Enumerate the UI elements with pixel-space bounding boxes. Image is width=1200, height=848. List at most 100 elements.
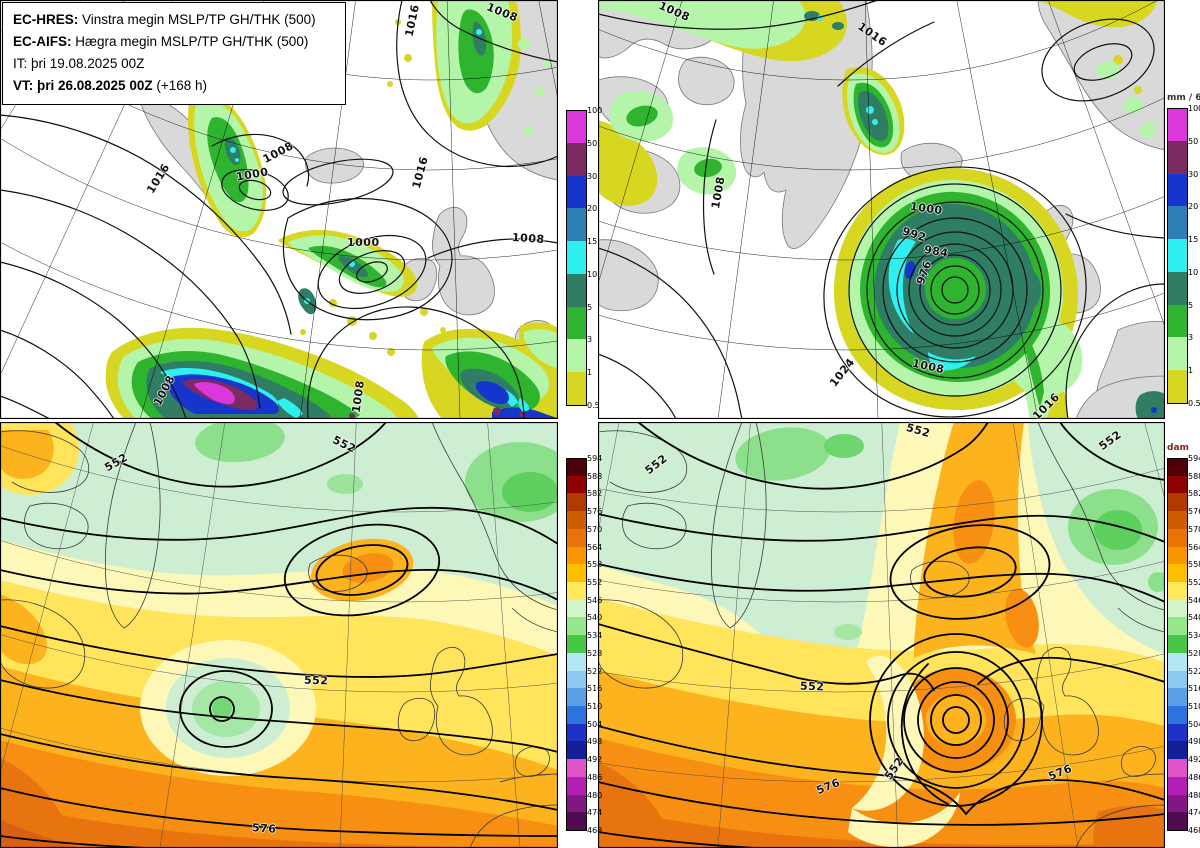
labrador-coast bbox=[598, 239, 659, 312]
colorbar-tick-label: 534 bbox=[587, 631, 603, 641]
colorbar-tick-label: 540 bbox=[1188, 613, 1200, 623]
colorbar-tick-label: 564 bbox=[1188, 542, 1200, 552]
map-bottom-left bbox=[0, 422, 558, 848]
colorbar-box bbox=[566, 617, 587, 637]
map-panel-bottom-right-gh-thk-aifs: 552 552 552 552 552 576 576 bbox=[598, 422, 1165, 848]
colorbar-tick-label: 1 bbox=[1188, 366, 1194, 376]
graticule-layer bbox=[0, 0, 558, 419]
colorbar-tick-label: 492 bbox=[1188, 755, 1200, 765]
colorbar-box bbox=[1167, 759, 1188, 778]
colorbar-tick-label: 570 bbox=[587, 524, 603, 534]
colorbar-box bbox=[566, 670, 587, 690]
colorbar-tick-label: 0.5 bbox=[1188, 399, 1200, 408]
colorbar-box bbox=[1167, 475, 1188, 495]
colorbar-box bbox=[566, 241, 587, 275]
colorbar-box bbox=[566, 812, 587, 831]
colorbar-tick-label: 5 bbox=[587, 302, 593, 312]
map-panel-top-right-mslp-tp-aifs: 1008 1016 1008 1000 992 984 976 1008 1024 1016 bbox=[598, 0, 1165, 419]
panel-gap-horizontal bbox=[0, 419, 1200, 422]
colorbar-tick-label: 558 bbox=[587, 560, 603, 570]
isobar-layer bbox=[0, 0, 558, 419]
map-bottom-right bbox=[598, 422, 1165, 848]
colorbar-tick-label: 546 bbox=[1188, 595, 1200, 605]
height-field-layer bbox=[0, 422, 558, 848]
ireland-outline bbox=[1003, 697, 1042, 742]
title-line-3: IT: þri 19.08.2025 00Z bbox=[13, 56, 145, 71]
colorbar-tick-label: 20 bbox=[1188, 202, 1199, 212]
colorbar-tick-label: 498 bbox=[587, 737, 603, 747]
colorbar-tick-label: 582 bbox=[587, 489, 603, 499]
colorbar-tick-label: 3 bbox=[587, 335, 593, 345]
colorbar-box bbox=[1167, 528, 1188, 548]
greenland-outline bbox=[710, 422, 767, 629]
colorbar-box bbox=[566, 652, 587, 672]
colorbar-box bbox=[1167, 688, 1188, 707]
colorbar-box bbox=[1167, 271, 1188, 306]
colorbar-box bbox=[1167, 652, 1188, 672]
colorbar-tick-label: 50 bbox=[587, 138, 598, 148]
iceland-outline bbox=[308, 554, 368, 592]
colorbar-tick-label: 510 bbox=[1188, 702, 1200, 711]
scandinavia-outline bbox=[1037, 422, 1165, 611]
colorbar-box bbox=[1167, 370, 1188, 404]
colorbar-box bbox=[1167, 304, 1188, 339]
colorbar-box bbox=[566, 759, 587, 778]
colorbar-tick-label: 100 bbox=[587, 106, 603, 115]
map-panel-bottom-left-gh-thk-hres: 552 552 552 576 bbox=[0, 422, 558, 848]
iceland-coast bbox=[305, 147, 365, 184]
colorbar-box bbox=[566, 511, 587, 530]
colorbar-box bbox=[1167, 493, 1188, 513]
colorbar-tick-label: 15 bbox=[1188, 235, 1199, 245]
colorbar-box bbox=[566, 475, 587, 495]
coastline-layer bbox=[598, 422, 1165, 848]
colorbar-tick-label: 546 bbox=[587, 595, 603, 605]
colorbar-box bbox=[566, 688, 587, 707]
height-unit-label: dam bbox=[1167, 443, 1189, 453]
colorbar-box bbox=[1167, 776, 1188, 796]
colorbar-tick-label: 10 bbox=[587, 269, 598, 279]
colorbar-box bbox=[1167, 670, 1188, 690]
scandinavia-outline bbox=[431, 422, 558, 611]
height-colorbar: dam594 588 582 576 570 564 558 552 546 540 534 528 5… bbox=[1167, 443, 1200, 835]
colorbar-tick-label: 534 bbox=[1188, 631, 1200, 641]
precip-colorbar: mm / 6h100 50 30 20 15 10 5 3 1 0.5 bbox=[1167, 93, 1200, 408]
colorbar-tick-label: 516 bbox=[587, 684, 603, 694]
colorbar-tick-label: 480 bbox=[587, 790, 603, 800]
colorbar-box bbox=[566, 142, 587, 177]
colorbar-tick-label: 5 bbox=[1188, 300, 1194, 310]
colorbar-tick-label: 540 bbox=[587, 613, 603, 623]
graticule-layer bbox=[0, 422, 558, 848]
colorbar-tick-label: 516 bbox=[1188, 684, 1200, 694]
colorbar-tick-label: 10 bbox=[1188, 267, 1199, 277]
colorbar-tick-label: 570 bbox=[1188, 524, 1200, 534]
greenland-outline bbox=[104, 422, 161, 629]
colorbar-tick-label: 0.5 bbox=[587, 401, 600, 410]
title-box: EC-HRES: Vinstra megin MSLP/TP GH/THK (5… bbox=[2, 2, 346, 105]
height-contour-layer bbox=[598, 422, 1165, 848]
colorbar-tick-label: 576 bbox=[587, 507, 603, 517]
colorbar-tick-label: 504 bbox=[587, 719, 603, 729]
colorbar-box bbox=[1167, 723, 1188, 743]
colorbar-box bbox=[1167, 546, 1188, 566]
colorbar-tick-label: 522 bbox=[1188, 666, 1200, 676]
colorbar-tick-label: 522 bbox=[587, 666, 603, 676]
precip-colorbar: 100 50 30 20 15 10 5 3 1 0.5 bbox=[566, 106, 603, 410]
colorbar-tick-label: 588 bbox=[1188, 471, 1200, 481]
colorbar-box bbox=[566, 635, 587, 654]
iceland-outline bbox=[910, 560, 970, 598]
colorbar-box bbox=[566, 546, 587, 566]
colorbar-tick-label: 480 bbox=[1188, 790, 1200, 800]
colorbar-box bbox=[566, 599, 587, 619]
colorbar-box bbox=[1167, 511, 1188, 530]
colorbar-tick-label: 594 bbox=[1188, 454, 1200, 463]
colorbar-tick-label: 20 bbox=[587, 204, 598, 214]
colorbar-tick-label: 468 bbox=[1188, 826, 1200, 835]
colorbar-box bbox=[1167, 794, 1188, 814]
isobar-layer bbox=[598, 0, 1165, 419]
colorbar-box bbox=[1167, 635, 1188, 654]
precip-unit-label: mm / 6h bbox=[1167, 93, 1200, 103]
colorbar-tick-label: 30 bbox=[1188, 169, 1199, 179]
colorbar-box bbox=[566, 110, 587, 145]
colorbar-tick-label: 552 bbox=[587, 578, 603, 587]
colorbar-tick-label: 486 bbox=[1188, 772, 1200, 782]
